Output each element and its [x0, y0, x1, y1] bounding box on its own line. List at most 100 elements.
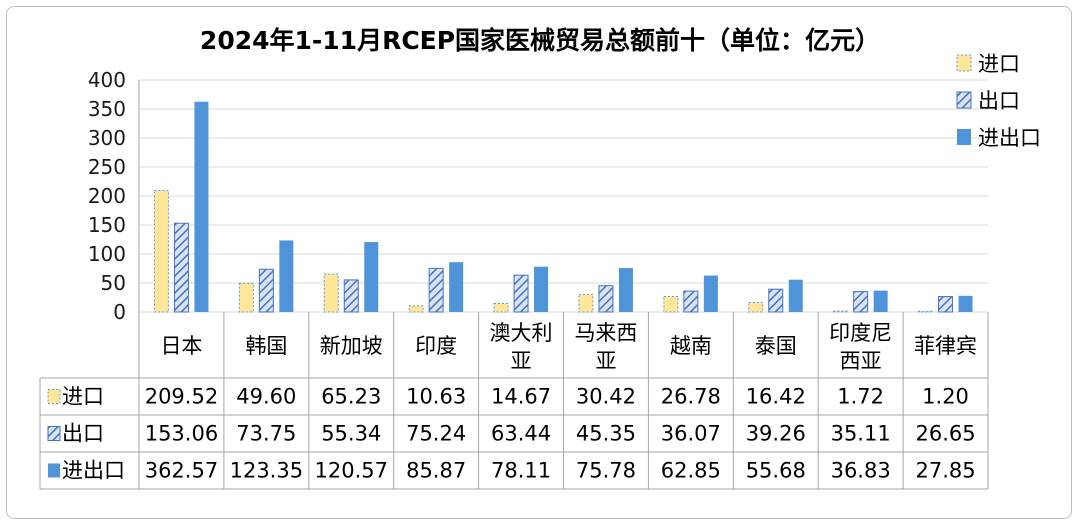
bar-import	[578, 293, 594, 313]
category-label: 澳大利	[490, 321, 553, 345]
bar-import	[408, 305, 424, 313]
bar-import	[748, 301, 764, 313]
bar-export	[853, 291, 869, 313]
table-cell: 55.68	[746, 459, 806, 483]
table-cell: 30.42	[576, 385, 636, 409]
bar-total	[873, 290, 888, 312]
y-tick-label: 0	[113, 300, 126, 324]
table-cell: 55.34	[321, 422, 381, 446]
row-header: 出口	[62, 422, 104, 446]
table-cell: 209.52	[145, 385, 218, 409]
table-cell: 49.60	[236, 385, 296, 409]
row-header: 进出口	[62, 459, 125, 483]
bar-export	[513, 274, 529, 313]
y-tick-label: 250	[88, 155, 126, 179]
table-legend-key	[47, 389, 61, 404]
category-label: 印度	[415, 334, 457, 358]
table-cell: 1.20	[922, 385, 969, 409]
category-label: 西亚	[840, 349, 882, 373]
table-cell: 16.42	[746, 385, 806, 409]
category-label: 亚	[595, 349, 616, 373]
bar-import	[663, 295, 679, 313]
row-header: 进口	[62, 385, 104, 409]
y-tick-label: 150	[88, 213, 126, 237]
bar-total	[279, 240, 294, 312]
category-label: 日本	[160, 334, 202, 358]
table-cell: 39.26	[746, 422, 806, 446]
table-cell: 120.57	[315, 459, 388, 483]
bar-total	[703, 275, 718, 312]
table-cell: 27.85	[915, 459, 975, 483]
bars	[153, 101, 973, 313]
table-cell: 35.11	[831, 422, 891, 446]
bar-import	[493, 302, 509, 313]
table-cell: 14.67	[491, 385, 551, 409]
table-cell: 26.65	[915, 422, 975, 446]
bar-total	[194, 101, 209, 312]
bar-total	[788, 279, 803, 312]
table-cell: 36.83	[831, 459, 891, 483]
bar-import	[323, 273, 339, 313]
table-cell: 45.35	[576, 422, 636, 446]
table-cell: 123.35	[230, 459, 303, 483]
y-tick-label: 50	[101, 271, 126, 295]
table-cell: 62.85	[661, 459, 721, 483]
y-tick-label: 100	[88, 242, 126, 266]
category-label: 亚	[511, 349, 532, 373]
bar-total	[364, 242, 379, 312]
bar-total	[534, 266, 549, 312]
table-cell: 65.23	[321, 385, 381, 409]
bar-total	[958, 295, 973, 312]
table-cell: 75.24	[406, 422, 466, 446]
legend-key	[957, 129, 971, 145]
bar-total	[618, 268, 633, 312]
table-cell: 362.57	[145, 459, 218, 483]
bar-import	[833, 310, 849, 313]
legend-label: 进出口	[978, 126, 1041, 150]
bar-import	[153, 189, 169, 313]
category-label: 新加坡	[320, 334, 383, 358]
bar-export	[173, 222, 189, 313]
category-label: 马来西	[574, 321, 637, 345]
table-cell: 85.87	[406, 459, 466, 483]
bar-total	[449, 262, 464, 312]
table-cell: 75.78	[576, 459, 636, 483]
table-cell: 1.72	[837, 385, 884, 409]
y-tick-label: 400	[88, 68, 126, 92]
table-legend-key	[48, 463, 60, 478]
table-cell: 36.07	[661, 422, 721, 446]
bar-export	[768, 288, 784, 313]
bar-export	[428, 267, 444, 313]
bar-import	[238, 282, 254, 313]
y-tick-label: 300	[88, 126, 126, 150]
bar-import	[918, 310, 934, 313]
y-tick-label: 350	[88, 97, 126, 121]
bar-export	[938, 296, 954, 313]
table-legend-key	[47, 426, 61, 441]
legend-label: 进口	[978, 52, 1020, 76]
table-cell: 63.44	[491, 422, 551, 446]
table-cell: 78.11	[491, 459, 551, 483]
legend-label: 出口	[978, 89, 1020, 113]
category-label: 泰国	[755, 334, 797, 358]
table-cell: 73.75	[236, 422, 296, 446]
bar-export	[343, 279, 359, 313]
category-label: 菲律宾	[914, 334, 977, 358]
y-axis: 0 50 100 150 200 250 300 350 400	[88, 68, 126, 324]
bar-export	[598, 285, 614, 313]
table-cell: 153.06	[145, 422, 218, 446]
table-cell: 26.78	[661, 385, 721, 409]
bar-export	[258, 268, 274, 313]
category-label: 韩国	[245, 334, 287, 358]
y-tick-label: 200	[88, 184, 126, 208]
category-label: 印度尼	[829, 321, 892, 345]
legend-key	[956, 54, 972, 72]
legend-key	[956, 91, 972, 109]
bar-export	[683, 290, 699, 313]
chart-title: 2024年1-11月RCEP国家医械贸易总额前十（单位：亿元）	[200, 26, 880, 55]
category-label: 越南	[670, 334, 712, 358]
table-cell: 10.63	[406, 385, 466, 409]
